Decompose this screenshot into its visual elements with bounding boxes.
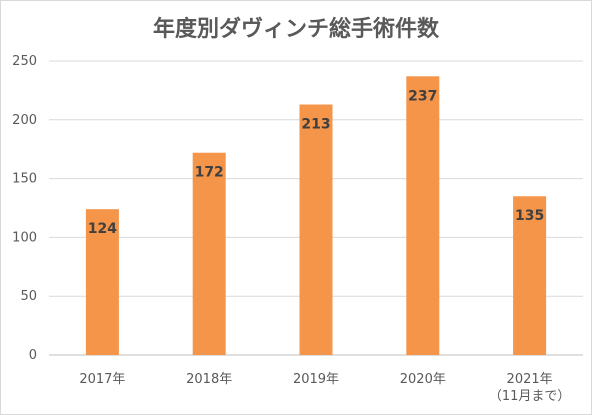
- y-tick-label: 200: [12, 113, 37, 128]
- data-label: 124: [88, 221, 117, 237]
- data-label: 172: [195, 165, 224, 181]
- x-tick-label: 2019年: [293, 372, 339, 387]
- x-tick-label: 2017年: [79, 372, 125, 387]
- bar-2017年: [85, 209, 119, 355]
- y-tick-label: 0: [29, 348, 37, 363]
- data-label: 237: [408, 88, 437, 104]
- x-tick-sublabel: （11月まで）: [489, 389, 571, 404]
- data-label: 213: [301, 117, 330, 133]
- data-label: 135: [515, 208, 544, 224]
- x-tick-label: 2021年: [507, 372, 553, 387]
- bar-2019年: [299, 104, 333, 356]
- bar-2020年: [406, 76, 440, 356]
- x-tick-label: 2020年: [400, 372, 446, 387]
- bar-2021年: [513, 196, 547, 355]
- y-tick-label: 150: [12, 172, 37, 187]
- y-tick-label: 250: [12, 54, 37, 69]
- y-tick-label: 100: [12, 230, 37, 245]
- x-tick-label: 2018年: [186, 372, 232, 387]
- bar-2018年: [192, 152, 226, 355]
- y-tick-label: 50: [20, 289, 37, 304]
- chart-title: 年度別ダヴィンチ総手術件数: [152, 17, 439, 42]
